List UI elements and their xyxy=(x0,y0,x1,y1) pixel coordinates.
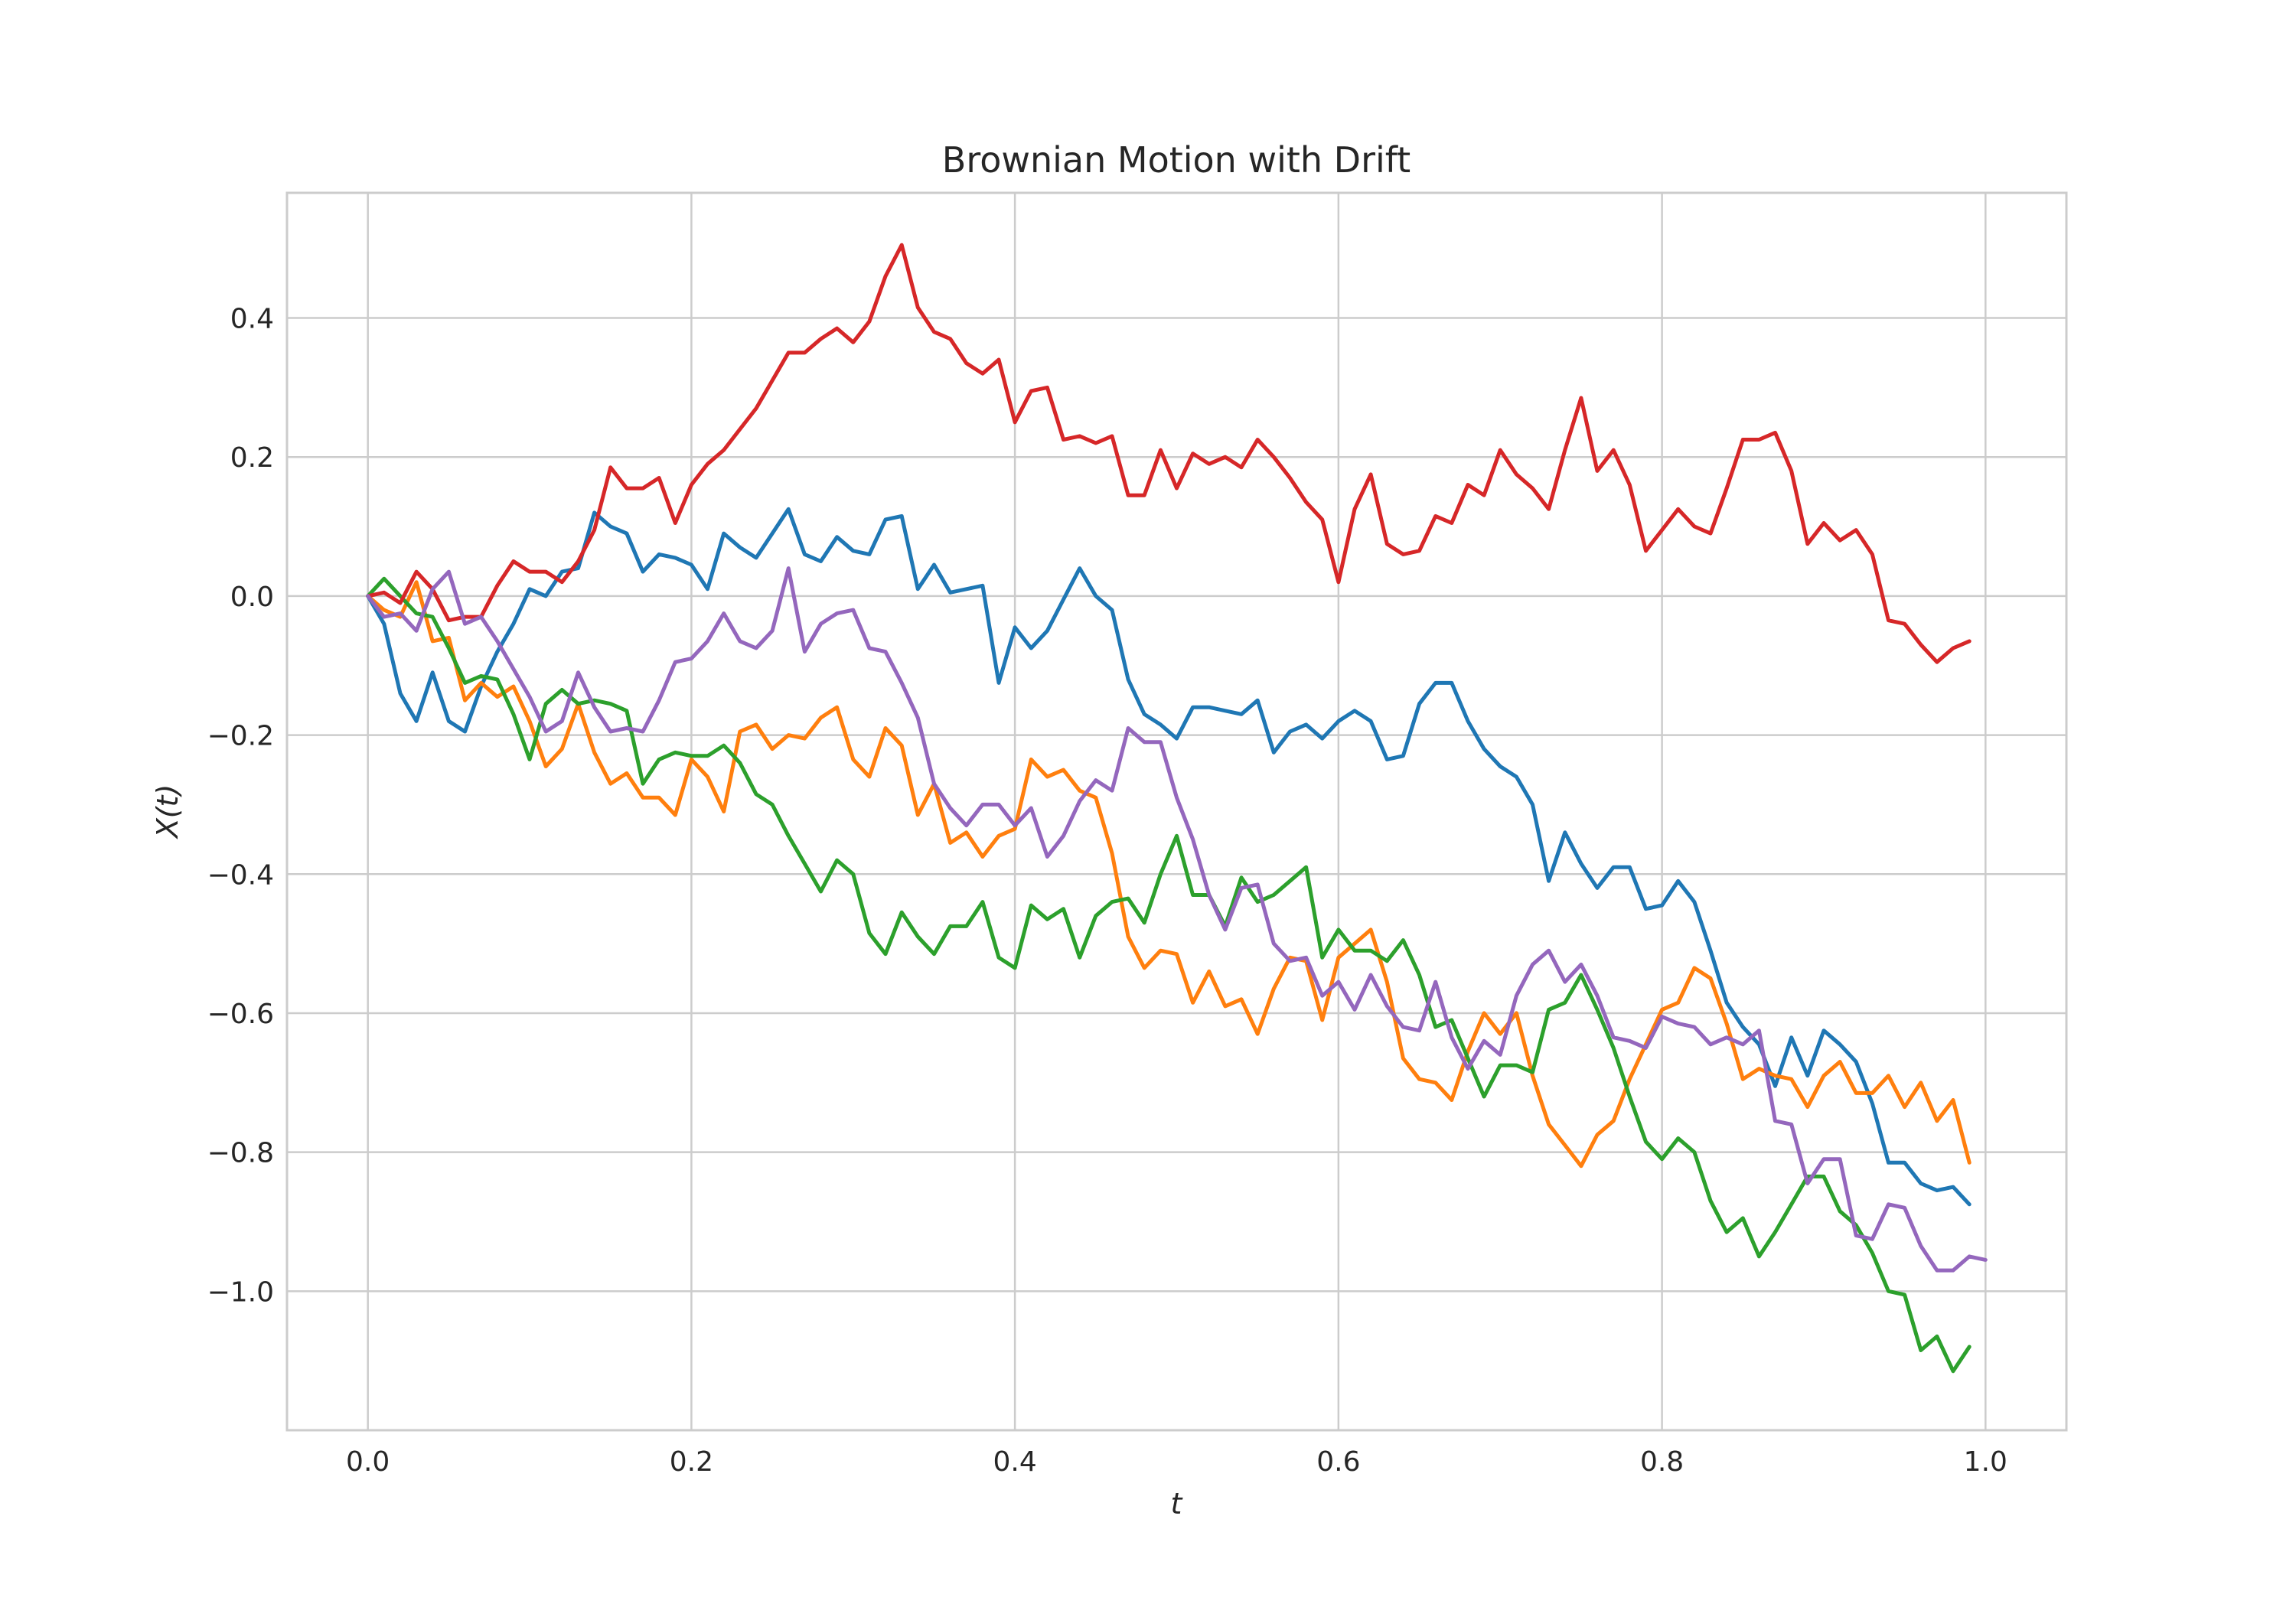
y-tick-label: 0.0 xyxy=(230,582,274,613)
plot-frame xyxy=(285,191,2068,1432)
y-tick-label: 0.2 xyxy=(230,442,274,474)
x-tick-label: 1.0 xyxy=(1964,1446,2007,1478)
series-line-2 xyxy=(366,580,1971,1169)
series-line-1 xyxy=(366,507,1971,1207)
y-axis-label: X(t) xyxy=(151,784,184,840)
y-tick-label: −0.6 xyxy=(207,999,274,1030)
y-tick-label: 0.4 xyxy=(230,304,274,335)
series-line-3 xyxy=(366,576,1971,1374)
grid-lines xyxy=(287,193,2066,1430)
y-axis-ticks: 0.4 0.2 0.0 −0.2 −0.4 −0.6 −0.8 −1.0 xyxy=(207,304,274,1309)
y-tick-label: −0.2 xyxy=(207,721,274,752)
x-axis-ticks: 0.0 0.2 0.4 0.6 0.8 1.0 xyxy=(346,1446,2007,1478)
y-tick-label: −1.0 xyxy=(207,1276,274,1308)
series-line-4 xyxy=(366,243,1971,664)
x-tick-label: 0.8 xyxy=(1640,1446,1684,1478)
x-tick-label: 0.4 xyxy=(993,1446,1037,1478)
chart-title: Brownian Motion with Drift xyxy=(942,139,1411,181)
y-tick-label: −0.8 xyxy=(207,1138,274,1169)
x-tick-label: 0.6 xyxy=(1316,1446,1360,1478)
x-axis-label: t xyxy=(1171,1487,1184,1521)
series-group xyxy=(366,243,1988,1374)
y-tick-label: −0.4 xyxy=(207,859,274,891)
series-line-5 xyxy=(366,566,1988,1273)
x-tick-label: 0.0 xyxy=(346,1446,390,1478)
x-tick-label: 0.2 xyxy=(670,1446,713,1478)
